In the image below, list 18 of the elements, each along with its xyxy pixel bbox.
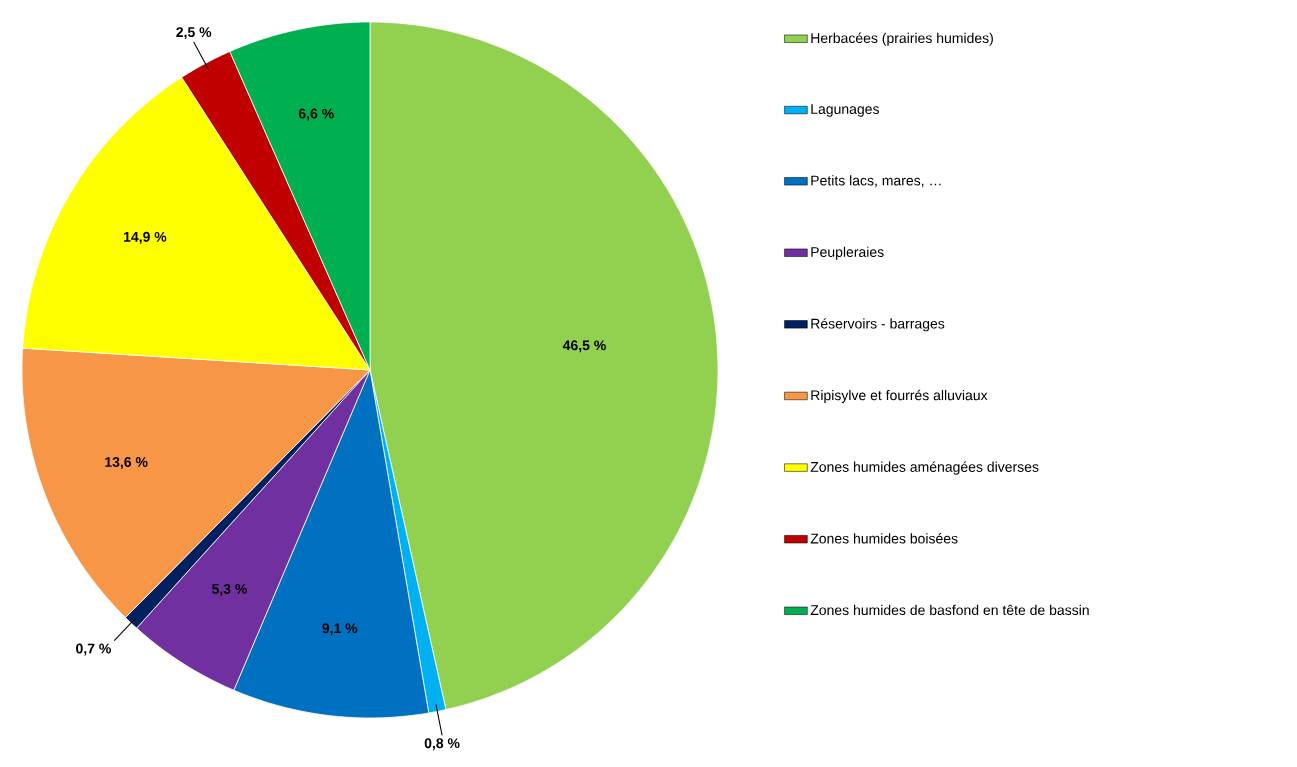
legend-label: Réservoirs - barrages: [811, 318, 945, 332]
data-label: 13,6 %: [105, 457, 148, 469]
legend-label: Zones humides boisées: [810, 533, 958, 544]
legend-label: Peupleraies: [811, 246, 884, 260]
legend-label: Zones humides de basfond en tête de bassin: [810, 604, 1089, 616]
legend-label: Petits lacs, mares, …: [811, 175, 941, 188]
data-label: 14,9 %: [124, 231, 167, 244]
legend-label: Herbacées (prairies humides): [811, 32, 993, 46]
data-label: 46,5 %: [562, 340, 606, 353]
data-label: 9,1 %: [322, 623, 358, 636]
data-label: 5,3 %: [212, 583, 247, 596]
data-label: 0,8 %: [424, 738, 460, 751]
legend-label: Zones humides aménagées diverses: [810, 461, 1039, 475]
data-label: 6,6 %: [298, 108, 334, 121]
data-label: 2,5 %: [176, 27, 212, 40]
legend-label: Lagunages: [811, 104, 879, 117]
legend-label: Ripisylve et fourrés alluviaux: [811, 389, 988, 404]
data-label: 0,7 %: [76, 643, 111, 656]
